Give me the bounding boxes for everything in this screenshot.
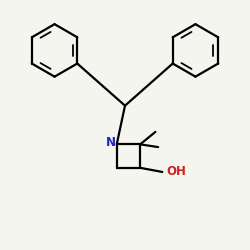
Text: N: N [106, 136, 116, 149]
Text: OH: OH [166, 166, 186, 178]
